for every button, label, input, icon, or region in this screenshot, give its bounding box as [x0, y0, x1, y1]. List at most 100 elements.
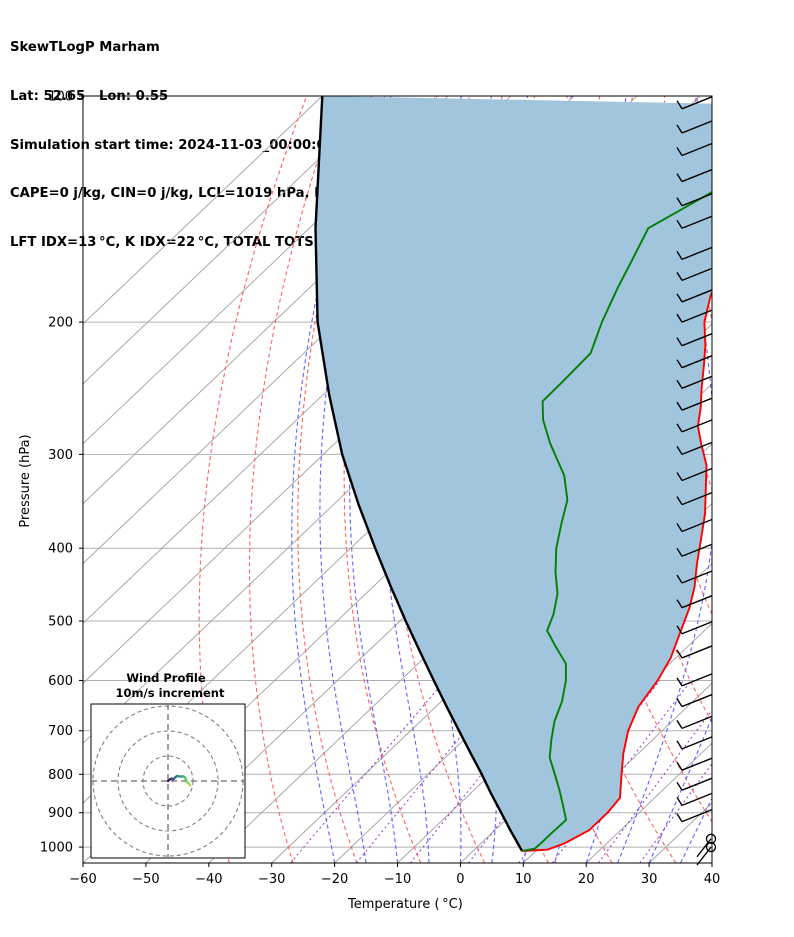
wind-barb — [681, 595, 713, 609]
wind-barb — [705, 841, 717, 853]
wind-barb — [681, 673, 713, 687]
y-tick-label: 200 — [48, 316, 73, 331]
wind-barb — [676, 797, 683, 806]
y-tick-label: 300 — [48, 448, 73, 463]
inset-subtitle: 10m/s increment — [116, 686, 225, 700]
wind-barb — [681, 693, 713, 708]
y-tick-label: 900 — [48, 806, 73, 821]
wind-barb — [681, 397, 713, 411]
wind-barb — [676, 313, 683, 323]
wind-barb — [676, 379, 683, 389]
y-tick-label: 500 — [48, 614, 73, 629]
moist-adiabat-line — [744, 96, 794, 863]
x-tick-label: −30 — [258, 872, 285, 887]
wind-barb — [676, 625, 683, 635]
wind-barb — [681, 491, 713, 506]
wind-barb — [676, 423, 683, 433]
y-tick-label: 600 — [48, 674, 73, 689]
wind-barb — [681, 792, 713, 807]
wind-barb — [681, 809, 713, 823]
profile-lines — [314, 96, 712, 852]
cape-shading — [315, 96, 712, 851]
wind-barb — [681, 375, 713, 389]
mixing-ratio-line — [639, 762, 712, 863]
wind-barb — [676, 124, 683, 134]
y-tick-label: 400 — [48, 542, 73, 557]
wind-barb — [681, 518, 713, 533]
wind-barb — [676, 472, 683, 481]
wind-barb — [681, 267, 713, 282]
wind-barb — [681, 777, 713, 791]
y-tick-label: 1000 — [40, 841, 73, 856]
moist-adiabat-line — [711, 861, 712, 863]
wind-barb — [681, 645, 713, 659]
isotherm-line — [83, 96, 449, 445]
dry-adiabat-line — [248, 96, 340, 863]
x-tick-label: 30 — [641, 872, 658, 887]
wind-barb — [676, 698, 683, 707]
wind-barb — [681, 333, 713, 347]
moist-adiabat-line — [648, 716, 712, 863]
wind-barb — [676, 677, 683, 687]
wind-barb — [696, 846, 712, 866]
wind-barb — [681, 168, 713, 183]
x-tick-label: −10 — [384, 872, 411, 887]
x-tick-label: −20 — [321, 872, 348, 887]
wind-barb — [676, 293, 683, 303]
x-tick-label: 20 — [578, 872, 595, 887]
wind-barb — [681, 246, 713, 260]
hodograph-segment — [188, 783, 192, 787]
wind-barb — [681, 309, 713, 323]
wind-barb — [676, 781, 683, 791]
temperature-line — [522, 289, 712, 852]
isotherm-line — [711, 862, 712, 863]
wind-barb — [676, 445, 683, 455]
wind-profile-inset: Wind Profile 10m/s increment — [90, 671, 246, 859]
wind-barb — [676, 720, 683, 729]
moist-adiabat-line — [319, 96, 392, 863]
mixing-ratio-line — [290, 680, 446, 863]
wind-barb — [681, 96, 713, 110]
wind-barb — [676, 197, 683, 207]
wind-barb — [696, 838, 712, 858]
wind-barb — [676, 523, 683, 532]
wind-barb — [676, 649, 683, 659]
wind-barb — [676, 740, 683, 750]
wind-barb — [681, 215, 713, 229]
wind-barb — [681, 543, 713, 557]
parcel-path-line — [314, 96, 524, 852]
wind-barb — [681, 193, 713, 207]
mixing-ratio-line — [468, 680, 614, 863]
moist-adiabat-line — [381, 96, 436, 863]
wind-barb — [705, 833, 717, 844]
axes: −60 −50 −40 −30 −20 −10 0 10 20 30 40 100 200 300 400 5… — [40, 90, 720, 888]
x-axis-label: Temperature ( °C) — [347, 897, 463, 912]
wind-barb — [676, 496, 683, 506]
hodograph-ring — [117, 730, 219, 832]
wind-barb — [676, 761, 683, 771]
y-axis-label: Pressure (hPa) — [18, 434, 33, 527]
wind-barb — [676, 337, 683, 347]
wind-barb — [681, 142, 713, 157]
x-tick-label: 10 — [515, 872, 532, 887]
chart-title: SkewTLogP Marham — [10, 40, 160, 56]
hodograph — [91, 704, 245, 858]
wind-barb — [681, 715, 713, 730]
y-tick-label: 700 — [48, 724, 73, 739]
dry-adiabat-line — [343, 96, 422, 863]
wind-barbs — [676, 96, 717, 866]
x-tick-label: −40 — [195, 872, 222, 887]
dry-adiabat-line — [297, 96, 373, 863]
wind-barb — [676, 100, 683, 110]
wind-barb — [681, 120, 713, 134]
wind-barb — [681, 355, 713, 369]
inset-title: Wind Profile — [126, 671, 206, 685]
dry-adiabat-line — [763, 96, 794, 863]
wind-barb — [681, 289, 713, 303]
wind-barb — [676, 813, 683, 823]
x-tick-label: −50 — [132, 872, 159, 887]
wind-barb — [681, 621, 713, 635]
wind-barb — [676, 359, 683, 369]
wind-barb — [676, 574, 683, 584]
